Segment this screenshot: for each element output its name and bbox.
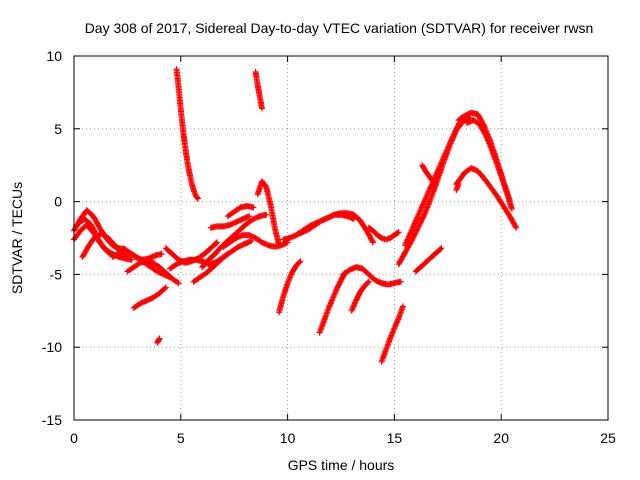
plus-markers [412,245,445,275]
plus-markers [365,224,402,243]
series-arc-26 [365,224,402,243]
series-arc-18 [252,69,265,112]
plus-markers [154,335,163,346]
x-tick-label: 5 [177,430,185,446]
plus-markers [173,66,201,202]
plus-markers [224,203,257,220]
x-axis-label: GPS time / hours [288,457,395,473]
plus-markers [252,69,265,112]
plus-markers [316,269,349,336]
y-tick-label: 0 [54,194,62,210]
series-arc-12 [173,66,201,202]
series-arc-30 [412,245,445,275]
plus-markers [453,181,462,193]
series-arc-35 [453,181,462,193]
y-tick-label: -15 [42,412,62,428]
plus-markers [419,162,438,188]
series-arc-15 [207,213,253,231]
y-tick-label: -10 [42,339,62,355]
plus-markers [402,114,466,249]
chart-title: Day 308 of 2017, Sidereal Day-to-day VTE… [85,20,594,36]
plus-markers [124,258,182,287]
series-arc-25 [348,278,372,314]
plus-markers [293,211,357,239]
plus-markers [340,264,404,288]
x-tick-label: 0 [70,430,78,446]
plus-markers [207,213,253,231]
x-tick-label: 15 [387,430,403,446]
series-arc-34 [464,117,515,212]
series-arc-20 [276,258,304,316]
x-tick-label: 20 [493,430,509,446]
series-arc-07 [124,258,182,287]
x-tick-labels: 0 5 10 15 20 25 [70,430,616,446]
plus-markers [254,178,283,249]
series-arc-19 [254,178,283,249]
x-tick-label: 10 [280,430,296,446]
plus-markers [378,303,406,365]
data-points [71,66,520,365]
y-tick-label: -5 [50,266,63,282]
series-arc-08 [130,284,169,311]
plus-markers [190,237,255,285]
plot-frame [73,55,609,421]
series-arc-17 [224,203,257,220]
plus-markers [464,117,515,212]
y-tick-label: 5 [54,121,62,137]
series-arc-22 [293,211,357,239]
x-tick-label: 25 [600,430,616,446]
series-arc-09 [154,335,163,346]
y-tick-label: 10 [46,48,62,64]
y-axis-label: SDTVAR / TECUs [9,182,25,294]
axis-ticks [73,55,609,421]
series-arc-23 [316,269,349,336]
plus-markers [276,258,304,316]
series-arc-13 [190,237,255,285]
plus-markers [348,278,372,314]
series-arc-24 [340,264,404,288]
plus-markers [130,284,169,311]
y-tick-labels: 10 5 0 -5 -10 -15 [42,48,62,428]
series-arc-29 [402,114,466,249]
series-arc-27 [378,303,406,365]
series-arc-31 [419,162,438,188]
